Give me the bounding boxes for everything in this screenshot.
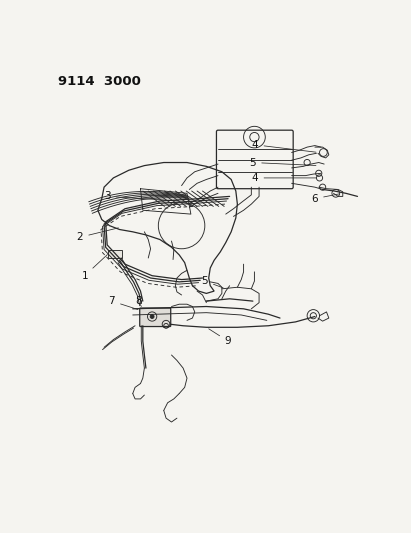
Text: 5: 5	[201, 276, 223, 288]
Text: 6: 6	[312, 193, 339, 204]
Text: 2: 2	[77, 228, 118, 242]
Text: 4: 4	[252, 140, 316, 152]
FancyBboxPatch shape	[140, 308, 171, 327]
Text: 8: 8	[135, 296, 141, 306]
Text: 9: 9	[209, 329, 231, 346]
Text: 4: 4	[252, 173, 316, 183]
Text: 1: 1	[81, 254, 107, 281]
Circle shape	[150, 314, 154, 318]
Text: 5: 5	[249, 158, 316, 167]
FancyBboxPatch shape	[108, 251, 122, 258]
Text: 9114  3000: 9114 3000	[58, 75, 141, 88]
Text: 7: 7	[109, 296, 138, 310]
Text: 3: 3	[104, 191, 179, 201]
